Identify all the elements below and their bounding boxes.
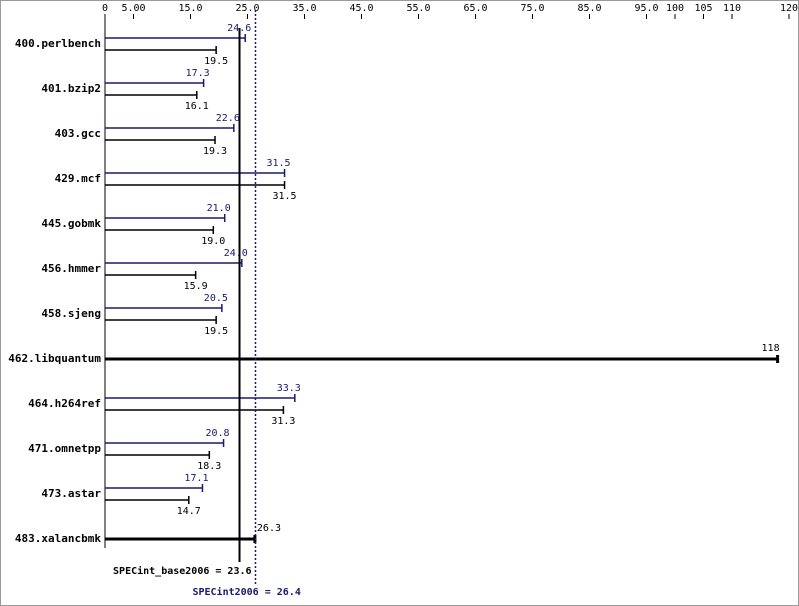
category-label: 429.mcf [55,172,101,185]
value-label: 19.5 [204,326,228,337]
x-tick-label: 0 [102,3,108,14]
x-tick-label: 95.0 [634,3,658,14]
x-tick-label: 85.0 [577,3,601,14]
category-label: 458.sjeng [41,307,101,320]
category-label: 464.h264ref [28,397,101,410]
x-tick-label: 65.0 [463,3,487,14]
value-label: 19.5 [204,56,228,67]
value-label: 22.6 [216,113,240,124]
x-tick-label: 100 [666,3,684,14]
value-label: 15.9 [184,281,208,292]
category-label: 483.xalancbmk [15,532,101,545]
value-label: 19.0 [201,236,225,247]
x-tick-label: 105 [694,3,712,14]
value-label: 118 [762,343,780,354]
value-label: 18.3 [197,461,221,472]
x-tick-label: 35.0 [292,3,316,14]
category-label: 403.gcc [55,127,101,140]
reference-label: SPECint2006 = 26.4 [192,586,300,598]
value-label: 26.3 [257,523,281,534]
x-tick-label: 5.00 [121,3,145,14]
category-label: 445.gobmk [41,217,101,230]
category-label: 471.omnetpp [28,442,101,455]
value-label: 31.5 [267,158,291,169]
value-label: 33.3 [277,383,301,394]
value-label: 19.3 [203,146,227,157]
category-label: 462.libquantum [8,352,101,365]
value-label: 17.1 [184,473,208,484]
value-label: 14.7 [177,506,201,517]
value-label: 31.3 [271,416,295,427]
value-label: 31.5 [273,191,297,202]
value-label: 20.5 [204,293,228,304]
x-tick-label: 75.0 [520,3,544,14]
value-label: 16.1 [185,101,209,112]
value-label: 17.3 [186,68,210,79]
category-label: 456.hmmer [41,262,101,275]
value-label: 20.8 [206,428,230,439]
category-label: 401.bzip2 [41,82,101,95]
value-label: 24.0 [224,248,248,259]
x-tick-label: 45.0 [349,3,373,14]
x-tick-label: 15.0 [178,3,202,14]
category-label: 473.astar [41,487,101,500]
reference-label: SPECint_base2006 = 23.6 [113,565,251,577]
x-tick-label: 25.0 [235,3,259,14]
value-label: 21.0 [207,203,231,214]
x-tick-label: 120 [780,3,798,14]
x-tick-label: 110 [723,3,741,14]
x-tick-label: 55.0 [406,3,430,14]
category-label: 400.perlbench [15,37,101,50]
